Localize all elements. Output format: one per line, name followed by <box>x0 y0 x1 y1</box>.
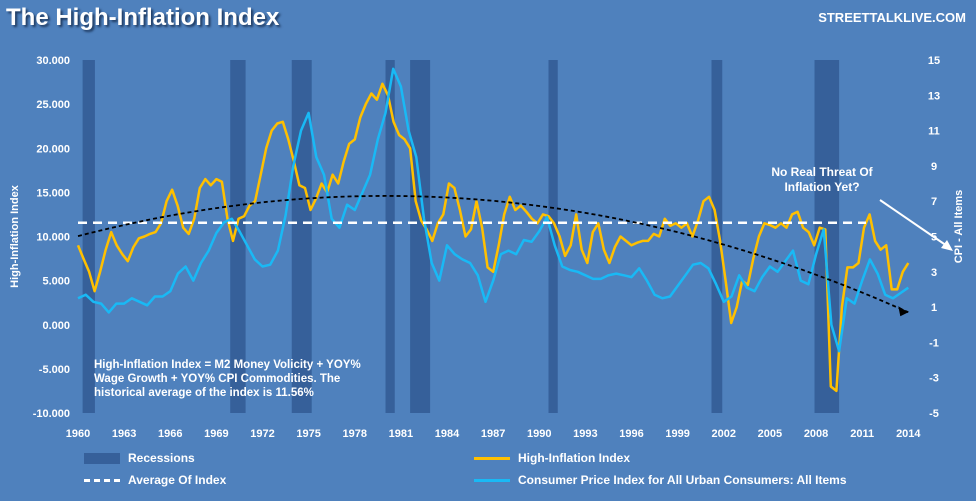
legend-hii-label: High-Inflation Index <box>518 451 630 465</box>
recession-band <box>711 60 723 413</box>
y-right-tick-label: 9 <box>931 161 937 173</box>
y-right-tick-label: 13 <box>928 90 940 102</box>
legend-cpi-swatch <box>474 478 510 482</box>
cpi-series-line <box>77 67 910 353</box>
x-tick-label: 1981 <box>389 428 413 440</box>
x-tick-label: 1966 <box>158 428 182 440</box>
y-left-axis-label: High-Inflation Index <box>9 184 21 288</box>
y-right-tick-label: 7 <box>931 196 937 208</box>
legend-average: Average Of Index <box>84 471 226 489</box>
x-tick-label: 2011 <box>850 428 874 440</box>
x-tick-label: 1972 <box>250 428 274 440</box>
x-tick-label: 2005 <box>758 428 782 440</box>
trend-arrowhead <box>898 306 909 317</box>
legend: Recessions High-Inflation Index Average … <box>0 443 976 501</box>
y-right-tick-label: 15 <box>928 55 940 67</box>
recession-band <box>385 60 395 413</box>
x-tick-label: 2008 <box>804 428 828 440</box>
chart-title: The High-Inflation Index <box>6 4 280 31</box>
y-left-tick-label: 25.000 <box>36 99 70 111</box>
y-left-tick-label: 10.000 <box>36 232 70 244</box>
legend-average-swatch <box>84 478 120 482</box>
y-right-tick-label: -1 <box>929 337 939 349</box>
footnote-text: historical average of the index is 11.56… <box>94 387 314 399</box>
recession-band <box>82 60 95 413</box>
x-tick-label: 1963 <box>112 428 136 440</box>
x-tick-label: 2014 <box>896 428 921 440</box>
x-tick-label: 2002 <box>712 428 736 440</box>
y-right-axis-label: CPI - All Items <box>953 190 965 264</box>
legend-cpi: Consumer Price Index for All Urban Consu… <box>474 471 847 489</box>
y-left-tick-label: -5.000 <box>39 364 70 376</box>
x-tick-label: 1996 <box>619 428 643 440</box>
recession-band <box>814 60 840 413</box>
y-left-tick-label: 20.000 <box>36 143 70 155</box>
annotation-arrow <box>879 199 951 249</box>
x-tick-label: 1969 <box>204 428 228 440</box>
recession-band <box>230 60 246 413</box>
y-left-tick-label: 0.000 <box>42 320 70 332</box>
footnote-text: Wage Growth + YOY% CPI Commodities. The <box>94 373 340 385</box>
y-right-tick-label: 3 <box>931 267 937 279</box>
x-tick-label: 1990 <box>527 428 551 440</box>
x-tick-label: 1984 <box>435 428 460 440</box>
trend-curve <box>77 194 909 314</box>
legend-cpi-label: Consumer Price Index for All Urban Consu… <box>518 473 847 487</box>
legend-recessions-label: Recessions <box>128 451 195 465</box>
brand-label: STREETTALKLIVE.COM <box>818 10 966 25</box>
annotation-text: Inflation Yet? <box>784 180 859 194</box>
x-tick-label: 1960 <box>66 428 90 440</box>
legend-recessions: Recessions <box>84 449 195 467</box>
y-right-tick-label: 11 <box>928 126 940 138</box>
x-tick-label: 1993 <box>573 428 597 440</box>
y-left-tick-label: 15.000 <box>36 187 70 199</box>
annotation-arrowhead <box>941 240 953 251</box>
y-right-tick-label: -3 <box>929 373 939 385</box>
x-tick-label: 1978 <box>343 428 367 440</box>
legend-recessions-swatch <box>84 452 120 464</box>
y-right-tick-label: -5 <box>929 408 939 420</box>
legend-average-label: Average Of Index <box>128 473 227 487</box>
legend-hii-swatch <box>474 456 510 460</box>
footnote-text: High-Inflation Index = M2 Money Volicity… <box>94 359 361 371</box>
x-tick-label: 1999 <box>665 428 689 440</box>
annotation-text: No Real Threat Of <box>771 165 873 179</box>
recession-band <box>410 60 431 413</box>
y-left-tick-label: 5.000 <box>42 276 70 288</box>
y-left-tick-label: 30.000 <box>36 55 70 67</box>
legend-hii: High-Inflation Index <box>474 449 630 467</box>
hii-series-line <box>76 82 910 393</box>
x-tick-label: 1975 <box>296 428 320 440</box>
y-right-tick-label: 1 <box>931 302 937 314</box>
x-tick-label: 1987 <box>481 428 505 440</box>
y-left-tick-label: -10.000 <box>33 408 70 420</box>
